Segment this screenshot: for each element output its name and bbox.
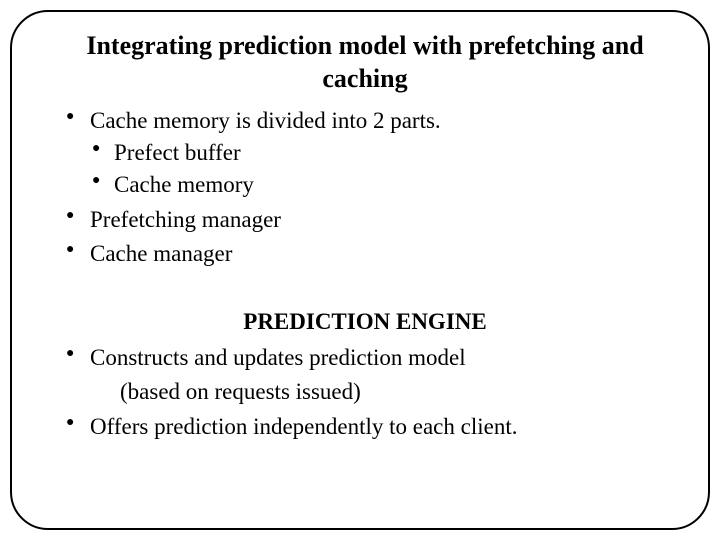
bullet-item: Prefetching manager [62,204,668,236]
note-text: (based on requests issued) [62,376,668,408]
bullet-item: Offers prediction independently to each … [62,411,668,443]
bullet-list-3: Offers prediction independently to each … [62,411,668,443]
slide-frame: Integrating prediction model with prefet… [10,10,710,530]
bullet-item: Cache manager [62,238,668,270]
content-block: Cache memory is divided into 2 parts. Pr… [62,105,668,443]
bullet-list-1: Cache memory is divided into 2 parts. Pr… [62,105,668,270]
bullet-text: Cache memory is divided into 2 parts. [90,108,441,133]
bullet-item: Constructs and updates prediction model [62,342,668,374]
bullet-list-2: Constructs and updates prediction model [62,342,668,374]
slide-title: Integrating prediction model with prefet… [62,30,668,95]
bullet-item: Cache memory is divided into 2 parts. Pr… [62,105,668,202]
sub-bullet-item: Cache memory [90,169,668,201]
subheading: PREDICTION ENGINE [62,306,668,338]
sub-bullet-list: Prefect buffer Cache memory [90,137,668,201]
sub-bullet-item: Prefect buffer [90,137,668,169]
